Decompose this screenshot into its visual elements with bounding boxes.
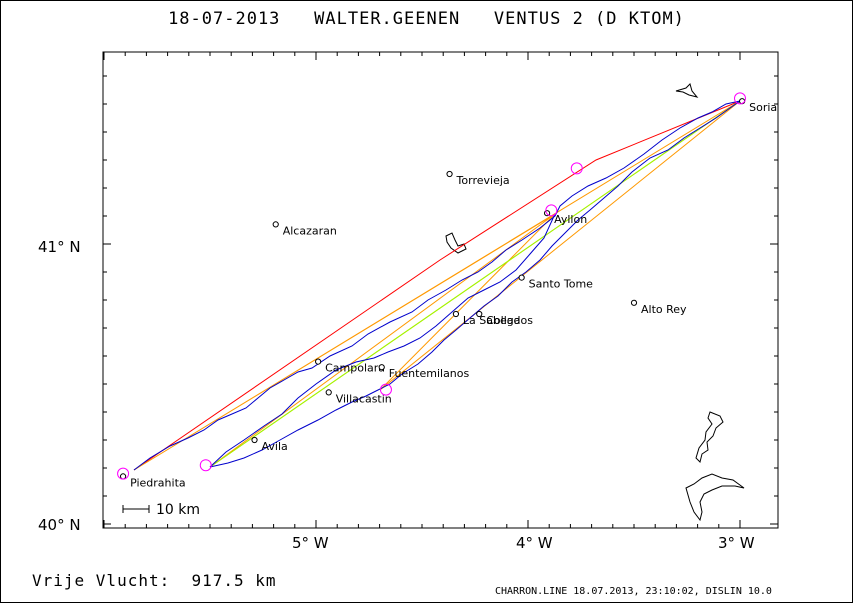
place-label: Alto Rey <box>641 303 687 316</box>
turnpoint-markers <box>117 92 746 480</box>
water-body-east-1 <box>695 411 724 463</box>
x-tick-label-3w: 3° W <box>718 534 755 552</box>
task-leg-north <box>133 100 741 471</box>
place-label: Alcazaran <box>283 224 337 237</box>
pilot-name: WALTER.GEENEN <box>314 9 461 29</box>
distance-value: 917.5 km <box>191 571 277 590</box>
flight-track-return <box>209 100 741 468</box>
turnpoint-circle <box>545 204 558 217</box>
flight-track-outbound <box>133 100 741 471</box>
place-markers: Soria Torrevieja Alcazaran Ayllon Santo Tome… <box>119 98 777 489</box>
y-tick-label-40: 40° N <box>38 516 81 534</box>
turnpoint-circle <box>117 467 130 480</box>
place-label: Avila <box>262 440 288 453</box>
place-marker <box>272 221 279 228</box>
diagonal-leg <box>209 100 741 468</box>
place-marker <box>325 389 332 396</box>
place-label: Piedrahita <box>130 476 186 489</box>
water-body-center <box>445 232 467 254</box>
flight-track-inner <box>209 213 556 468</box>
place-marker <box>378 364 385 371</box>
x-tick-label-5w: 5° W <box>292 534 329 552</box>
flight-header: 18-07-2013 WALTER.GEENEN VENTUS 2 (D KTO… <box>0 9 853 29</box>
place-marker <box>119 473 127 480</box>
place-label: Campolara <box>325 362 385 375</box>
place-marker <box>476 310 483 318</box>
place-label: Santo Tome <box>529 278 594 291</box>
place-label: Fuentemilanos <box>389 367 470 380</box>
y-tick-label-41: 41° N <box>38 238 81 256</box>
map-border <box>102 51 779 529</box>
place-marker <box>452 310 460 318</box>
turnpoint-circle <box>734 92 746 105</box>
inner-triangle-legs <box>379 100 741 391</box>
place-label: La Sabega <box>463 314 521 327</box>
scale-label: 10 km <box>156 502 200 518</box>
water-body-east-2 <box>685 473 745 522</box>
triangle-legs <box>133 100 741 471</box>
place-label: Collados <box>486 314 533 327</box>
place-marker <box>251 436 258 444</box>
place-marker <box>315 358 322 365</box>
water-body-north <box>675 83 699 98</box>
place-label: Ayllon <box>554 213 587 226</box>
place-label: Torrevieja <box>456 174 510 187</box>
place-label: Soria <box>749 101 777 114</box>
distance-summary: Vrije Vlucht: 917.5 km <box>32 571 277 590</box>
flight-date: 18-07-2013 <box>168 9 281 29</box>
glider-name: VENTUS 2 (D KTOM) <box>493 9 685 29</box>
place-label: Villacastin <box>336 392 392 405</box>
x-tick-label-4w: 4° W <box>516 534 553 552</box>
distance-label: Vrije Vlucht: <box>32 571 171 590</box>
turnpoint-circle <box>570 162 583 175</box>
place-marker <box>518 274 525 281</box>
turnpoint-circle <box>199 459 212 472</box>
place-marker <box>446 170 453 178</box>
credit-line: CHARRON.LINE 18.07.2013, 23:10:02, DISLI… <box>495 586 772 597</box>
turnpoint-circle <box>379 383 392 396</box>
axis-ticks <box>103 52 778 528</box>
place-marker <box>630 299 638 306</box>
